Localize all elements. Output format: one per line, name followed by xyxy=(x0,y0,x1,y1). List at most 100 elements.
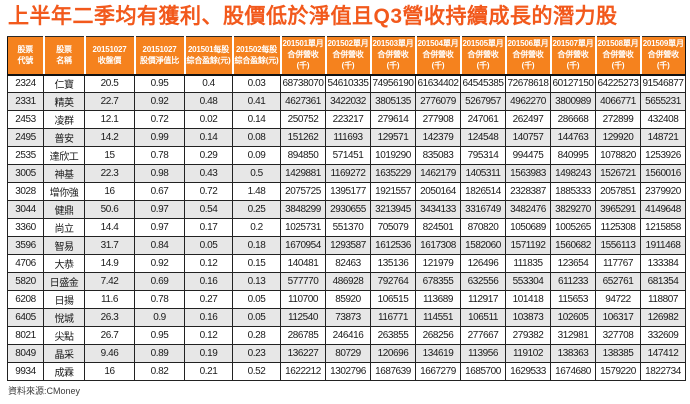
value-cell: 136227 xyxy=(280,344,326,364)
value-cell: 142379 xyxy=(415,128,461,148)
table-row: 3044 健鼎 50.6 0.97 0.54 0.25 3848299 2930655 3213… xyxy=(7,200,686,220)
value-cell: 60127150 xyxy=(550,74,596,94)
value-cell: 0.27 xyxy=(184,290,233,310)
value-cell: 277667 xyxy=(460,326,506,346)
value-cell: 16 xyxy=(84,182,135,202)
value-cell: 120696 xyxy=(370,344,416,364)
value-cell: 116771 xyxy=(370,308,416,328)
value-cell: 432408 xyxy=(640,110,686,130)
value-cell: 72678618 xyxy=(505,74,551,94)
value-cell: 0.41 xyxy=(232,92,281,112)
stock-name-cell: 仁寶 xyxy=(43,74,85,94)
value-cell: 3805135 xyxy=(370,92,416,112)
value-cell: 1617308 xyxy=(415,236,461,256)
table-row: 3596 智易 31.7 0.84 0.05 0.18 1670954 1293587 1612… xyxy=(7,236,686,256)
value-cell: 124548 xyxy=(460,128,506,148)
value-cell: 0.43 xyxy=(184,164,233,184)
value-cell: 0.03 xyxy=(232,74,281,94)
stock-table: 股票 代號 股票 名稱 20151027 收盤價 20151027 股價淨值比 2015… xyxy=(7,36,686,382)
value-cell: 4066771 xyxy=(595,92,641,112)
value-cell: 123654 xyxy=(550,254,596,274)
value-cell: 14.4 xyxy=(84,218,135,238)
value-cell: 1429881 xyxy=(280,164,326,184)
value-cell: 0.54 xyxy=(184,200,233,220)
value-cell: 1498243 xyxy=(550,164,596,184)
value-cell: 1622212 xyxy=(280,362,326,382)
value-cell: 61634402 xyxy=(415,74,461,94)
value-cell: 0.89 xyxy=(134,344,185,364)
stock-code-cell: 9934 xyxy=(7,362,44,382)
value-cell: 705079 xyxy=(370,218,416,238)
value-cell: 1169272 xyxy=(325,164,371,184)
value-cell: 1050689 xyxy=(505,218,551,238)
value-cell: 1670954 xyxy=(280,236,326,256)
value-cell: 0.02 xyxy=(184,110,233,130)
stock-code-cell: 3044 xyxy=(7,200,44,220)
value-cell: 279614 xyxy=(370,110,416,130)
value-cell: 1019290 xyxy=(370,146,416,166)
value-cell: 106511 xyxy=(460,308,506,328)
value-cell: 2050164 xyxy=(415,182,461,202)
value-cell: 111835 xyxy=(505,254,551,274)
value-cell: 1293587 xyxy=(325,236,371,256)
value-cell: 117767 xyxy=(595,254,641,274)
value-cell: 114551 xyxy=(415,308,461,328)
value-cell: 2776079 xyxy=(415,92,461,112)
value-cell: 148721 xyxy=(640,128,686,148)
column-header: 201508單月 合併營收(千) xyxy=(594,36,641,76)
table-row: 3005 神基 22.3 0.98 0.43 0.5 1429881 1169272 16352… xyxy=(7,164,686,184)
stock-code-cell: 2495 xyxy=(7,128,44,148)
value-cell: 126496 xyxy=(460,254,506,274)
value-cell: 1526721 xyxy=(595,164,641,184)
value-cell: 14.2 xyxy=(84,128,135,148)
stock-code-cell: 3005 xyxy=(7,164,44,184)
value-cell: 74956190 xyxy=(370,74,416,94)
value-cell: 1911468 xyxy=(640,236,686,256)
value-cell: 0.21 xyxy=(184,362,233,382)
value-cell: 0.69 xyxy=(134,272,185,292)
value-cell: 1302796 xyxy=(325,362,371,382)
value-cell: 50.6 xyxy=(84,200,135,220)
column-header: 201505單月 合併營收(千) xyxy=(459,36,506,76)
value-cell: 246416 xyxy=(325,326,371,346)
value-cell: 4627361 xyxy=(280,92,326,112)
value-cell: 0.14 xyxy=(184,128,233,148)
value-cell: 3422032 xyxy=(325,92,371,112)
stock-name-cell: 悅城 xyxy=(43,308,85,328)
value-cell: 1563983 xyxy=(505,164,551,184)
column-header: 20151027 收盤價 xyxy=(83,36,135,76)
stock-code-cell: 2453 xyxy=(7,110,44,130)
page-title: 上半年二季均有獲利、股價低於淨值且Q3營收持續成長的潛力股 xyxy=(8,5,618,28)
value-cell: 0.95 xyxy=(134,74,185,94)
value-cell: 327708 xyxy=(595,326,641,346)
stock-code-cell: 3360 xyxy=(7,218,44,238)
table-row: 2535 達欣工 15 0.78 0.29 0.09 894850 571451 1019290… xyxy=(7,146,686,166)
value-cell: 0.08 xyxy=(232,128,281,148)
value-cell: 0.92 xyxy=(134,92,185,112)
value-cell: 632556 xyxy=(460,272,506,292)
value-cell: 12.1 xyxy=(84,110,135,130)
value-cell: 1582060 xyxy=(460,236,506,256)
value-cell: 0.18 xyxy=(232,236,281,256)
table-row: 5820 日盛金 7.42 0.69 0.16 0.13 577770 486928 79276… xyxy=(7,272,686,292)
stock-code-cell: 8049 xyxy=(7,344,44,364)
stock-code-cell: 4706 xyxy=(7,254,44,274)
value-cell: 0.17 xyxy=(184,218,233,238)
value-cell: 126982 xyxy=(640,308,686,328)
value-cell: 332609 xyxy=(640,326,686,346)
value-cell: 64545385 xyxy=(460,74,506,94)
stock-name-cell: 尚立 xyxy=(43,218,85,238)
value-cell: 3848299 xyxy=(280,200,326,220)
value-cell: 247061 xyxy=(460,110,506,130)
stock-name-cell: 大恭 xyxy=(43,254,85,274)
value-cell: 0.23 xyxy=(232,344,281,364)
column-header: 201502每股 綜合盈餘(元) xyxy=(231,36,281,76)
value-cell: 1556113 xyxy=(595,236,641,256)
value-cell: 140481 xyxy=(280,254,326,274)
column-header: 股票 代號 xyxy=(7,36,44,76)
value-cell: 16 xyxy=(84,362,135,382)
value-cell: 1215858 xyxy=(640,218,686,238)
table-row: 4706 大恭 14.9 0.92 0.12 0.15 140481 82463 135136 1… xyxy=(7,254,686,274)
value-cell: 0.14 xyxy=(232,110,281,130)
value-cell: 0.5 xyxy=(232,164,281,184)
